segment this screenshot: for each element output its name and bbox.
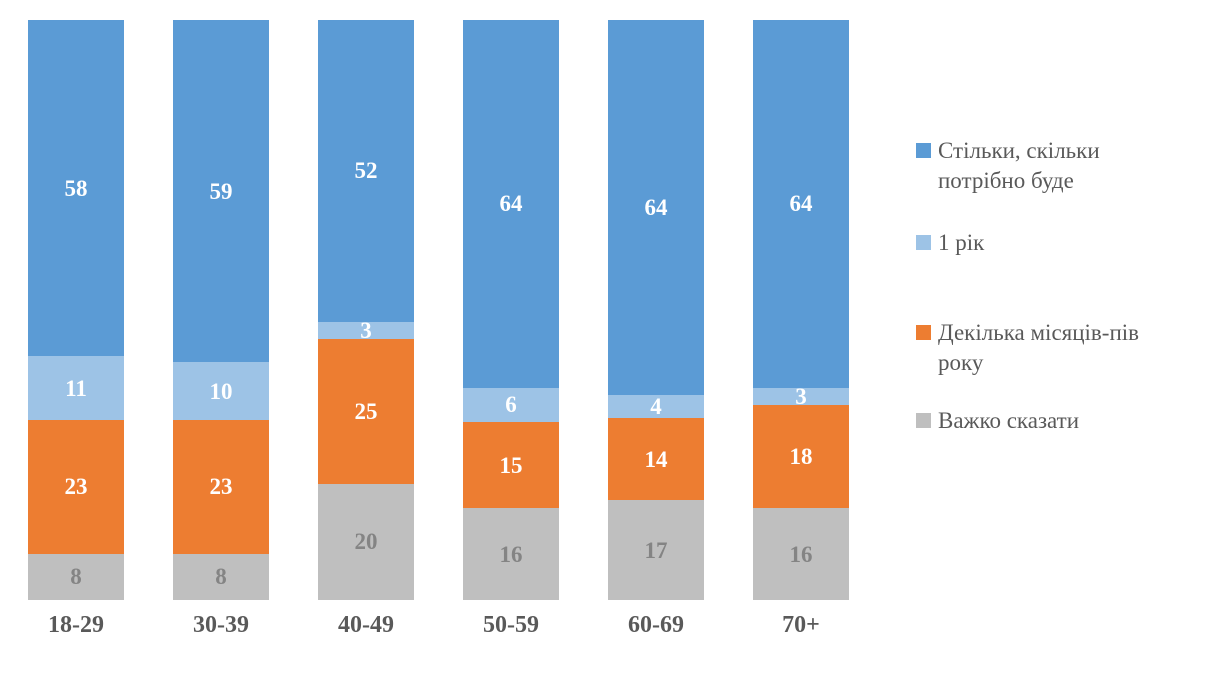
- data-label: 18: [789, 443, 813, 469]
- data-label: 4: [650, 394, 662, 420]
- bar-segment-series-0: 59: [173, 20, 269, 363]
- data-label: 23: [64, 474, 88, 500]
- bar-segment-series-1: 4: [608, 394, 704, 420]
- bar-segment-series-2: 14: [608, 418, 704, 501]
- bar-segment-series-0: 64: [608, 20, 704, 395]
- legend-label: 1 рік: [938, 230, 985, 255]
- bar-segment-series-0: 58: [28, 20, 124, 357]
- data-label: 64: [499, 191, 523, 217]
- legend-item-0: Стільки, скільки потрібно буде: [916, 136, 1168, 196]
- bar-segment-series-3: 16: [463, 508, 559, 600]
- bar-50-59: 64 6 15 16: [463, 20, 559, 600]
- legend-label: Стільки, скільки потрібно буде: [938, 138, 1100, 193]
- data-label: 58: [64, 175, 88, 201]
- bar-segment-series-3: 8: [28, 553, 124, 600]
- data-label: 20: [354, 529, 378, 555]
- data-label: 23: [209, 474, 233, 500]
- bar-segment-series-2: 15: [463, 421, 559, 509]
- bar-segment-series-1: 10: [173, 362, 269, 421]
- legend-swatch-icon: [916, 325, 931, 340]
- data-label: 64: [789, 191, 813, 217]
- bar-segment-series-2: 18: [753, 404, 849, 509]
- bar-segment-series-1: 6: [463, 387, 559, 422]
- data-label: 17: [644, 537, 668, 563]
- bar-segment-series-2: 25: [318, 338, 414, 484]
- data-label: 8: [215, 564, 227, 590]
- legend-label: Важко сказати: [938, 408, 1079, 433]
- legend-swatch-icon: [916, 413, 931, 428]
- bar-segment-series-3: 17: [608, 500, 704, 600]
- data-label: 14: [644, 446, 668, 472]
- data-label: 16: [789, 541, 813, 567]
- data-label: 16: [499, 541, 523, 567]
- data-label: 64: [644, 194, 668, 220]
- bar-70+: 64 3 18 16: [753, 20, 849, 600]
- bar-segment-series-0: 52: [318, 20, 414, 322]
- bar-segment-series-2: 23: [28, 420, 124, 554]
- legend-swatch-icon: [916, 143, 931, 158]
- bar-segment-series-2: 23: [173, 420, 269, 554]
- data-label: 8: [70, 564, 82, 590]
- legend-label: Декілька місяців-пів року: [938, 320, 1140, 375]
- bar-segment-series-0: 64: [753, 20, 849, 388]
- bar-segment-series-3: 8: [173, 553, 269, 600]
- bar-30-39: 59 10 23 8: [173, 20, 269, 600]
- legend-item-1: 1 рік: [916, 228, 984, 258]
- bar-segment-series-1: 3: [753, 383, 849, 409]
- data-label: 11: [65, 375, 87, 401]
- category-label-70+: 70+: [782, 612, 820, 638]
- category-label-40-49: 40-49: [338, 612, 394, 638]
- bar-segment-series-0: 64: [463, 20, 559, 388]
- category-label-30-39: 30-39: [193, 612, 249, 638]
- legend-item-3: Важко сказати: [916, 406, 1079, 436]
- bar-40-49: 52 3 25 20: [318, 20, 414, 600]
- bar-60-69: 64 4 14 17: [608, 20, 704, 600]
- data-label: 3: [360, 317, 372, 343]
- category-label-50-59: 50-59: [483, 612, 539, 638]
- data-label: 59: [209, 178, 233, 204]
- data-label: 52: [354, 158, 378, 184]
- data-label: 6: [505, 392, 517, 418]
- bar-18-29: 58 11 23 8: [28, 20, 124, 600]
- data-label: 3: [795, 383, 807, 409]
- category-label-60-69: 60-69: [628, 612, 684, 638]
- bar-segment-series-1: 11: [28, 356, 124, 421]
- data-label: 25: [354, 398, 378, 424]
- legend-item-2: Декілька місяців-пів року: [916, 318, 1168, 378]
- bar-segment-series-3: 16: [753, 508, 849, 600]
- legend-swatch-icon: [916, 235, 931, 250]
- bar-segment-series-1: 3: [318, 317, 414, 343]
- data-label: 10: [209, 378, 233, 404]
- bar-segment-series-3: 20: [318, 483, 414, 600]
- data-label: 15: [499, 452, 523, 478]
- category-label-18-29: 18-29: [48, 612, 104, 638]
